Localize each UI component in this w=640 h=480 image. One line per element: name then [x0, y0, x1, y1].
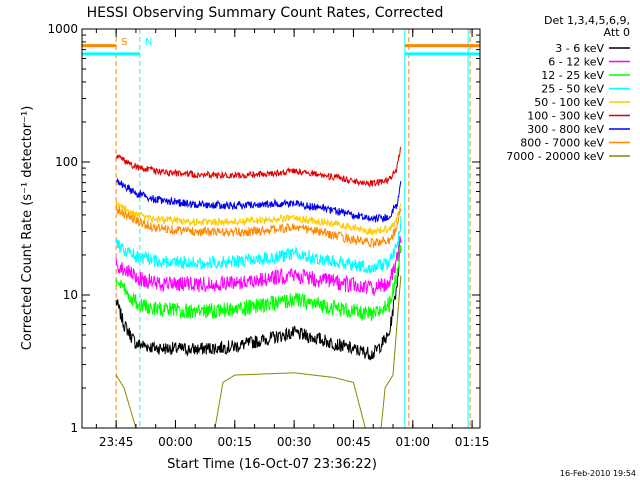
- attenuator-bar: [82, 52, 140, 56]
- plot-frame: [81, 28, 481, 429]
- x-tick-label: 00:15: [217, 435, 252, 449]
- legend-label: 50 - 100 keV: [534, 96, 604, 109]
- series-line: [115, 201, 402, 236]
- x-tick-label: 00:00: [158, 435, 193, 449]
- y-tick-label: 1000: [47, 22, 78, 36]
- attenuator-bar: [404, 44, 480, 48]
- legend-label: 6 - 12 keV: [548, 56, 604, 69]
- legend-header: Det 1,3,4,5,6,9,: [544, 14, 630, 27]
- attenuator-bar: [404, 52, 480, 56]
- series-line: [115, 244, 402, 322]
- chart-title: HESSI Observing Summary Count Rates, Cor…: [87, 5, 444, 21]
- attenuator-bar: [82, 44, 117, 48]
- x-axis-label: Start Time (16-Oct-07 23:36:22): [167, 457, 377, 472]
- x-tick-label: 23:45: [99, 435, 134, 449]
- y-axis-label: Corrected Count Rate (s⁻¹ detector⁻¹): [20, 106, 35, 351]
- marker-label: S: [121, 37, 127, 48]
- legend-label: 7000 - 20000 keV: [506, 150, 604, 163]
- legend-label: 12 - 25 keV: [541, 69, 604, 82]
- x-tick-label: 00:30: [277, 435, 312, 449]
- series-line: [115, 248, 402, 361]
- x-tick-label: 00:45: [336, 435, 371, 449]
- axes: 1 10 100 1000 23:45 00:00 00:15 00:30 00:45 01:00…: [47, 22, 489, 449]
- legend-header: Att 0: [604, 26, 630, 39]
- series-line: [115, 205, 402, 249]
- legend-label: 3 - 6 keV: [555, 42, 604, 55]
- series-line: [115, 177, 402, 224]
- y-tick-label: 10: [63, 288, 78, 302]
- marker-label: N: [145, 37, 152, 48]
- series-line: [115, 235, 402, 296]
- legend-label: 800 - 7000 keV: [520, 137, 604, 150]
- legend-label: 25 - 50 keV: [541, 83, 604, 96]
- x-tick-label: 01:15: [455, 435, 490, 449]
- timestamp: 16-Feb-2010 19:54: [560, 469, 636, 478]
- x-tick-label: 01:00: [395, 435, 430, 449]
- legend-label: 100 - 300 keV: [527, 110, 604, 123]
- y-tick-label: 1: [70, 421, 78, 435]
- legend-label: 300 - 800 keV: [527, 123, 604, 136]
- series-line: [115, 146, 402, 189]
- series-line: [115, 215, 402, 274]
- y-tick-label: 100: [55, 155, 78, 169]
